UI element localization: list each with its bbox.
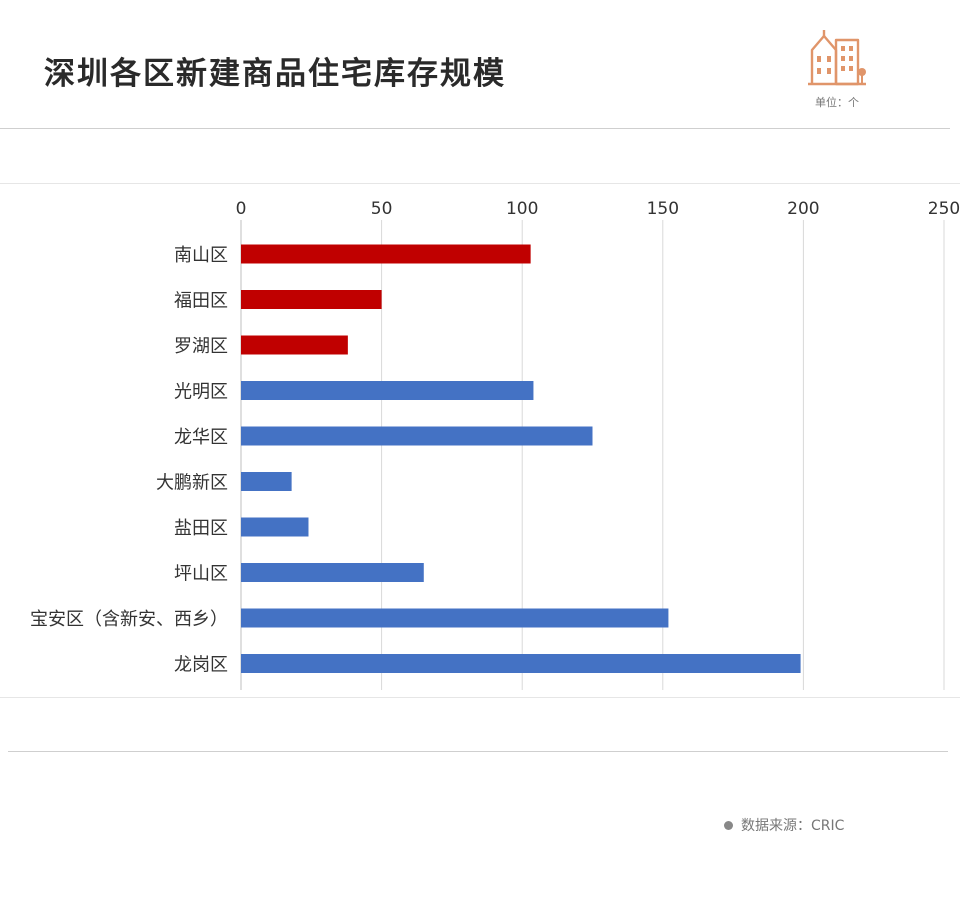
x-tick-label: 250 <box>928 199 960 219</box>
bar <box>241 654 801 673</box>
unit-label: 单位：个 <box>815 96 859 109</box>
bar <box>241 335 348 355</box>
x-tick-label: 50 <box>371 199 393 219</box>
category-label: 大鹏新区 <box>156 473 228 494</box>
data-source: 数据来源：CRIC <box>724 815 844 835</box>
category-label: 南山区 <box>174 245 228 266</box>
category-label: 龙华区 <box>174 427 228 448</box>
bar <box>241 563 424 582</box>
source-text: 数据来源：CRIC <box>741 818 845 834</box>
bar <box>241 517 309 537</box>
page-title: 深圳各区新建商品住宅库存规模 <box>44 56 506 92</box>
x-tick-label: 150 <box>647 199 679 219</box>
category-label: 坪山区 <box>174 564 228 585</box>
category-label: 福田区 <box>174 291 228 312</box>
x-tick-label: 200 <box>787 199 819 219</box>
chart-bottom-divider <box>0 697 960 698</box>
chart-top-divider <box>0 183 960 184</box>
bar <box>241 426 593 446</box>
category-label: 光明区 <box>174 382 228 403</box>
bar <box>241 472 292 491</box>
footer-divider <box>8 751 948 752</box>
bar <box>241 381 534 400</box>
bar <box>241 244 531 264</box>
x-tick-label: 100 <box>506 199 538 219</box>
category-label: 罗湖区 <box>174 336 228 357</box>
header-divider <box>0 128 950 129</box>
bar <box>241 290 382 309</box>
category-label: 宝安区（含新安、西乡） <box>30 609 228 630</box>
bar <box>241 608 669 628</box>
bullet-icon <box>724 820 733 830</box>
category-label: 盐田区 <box>174 518 228 539</box>
building-icon <box>808 30 866 86</box>
x-tick-label: 0 <box>236 199 247 219</box>
bar-chart: 0 50 100 150 200 250 南山区福田区罗湖区光明区龙华区大鹏新区盐田区坪山区… <box>30 199 960 690</box>
category-label: 龙岗区 <box>174 655 228 676</box>
